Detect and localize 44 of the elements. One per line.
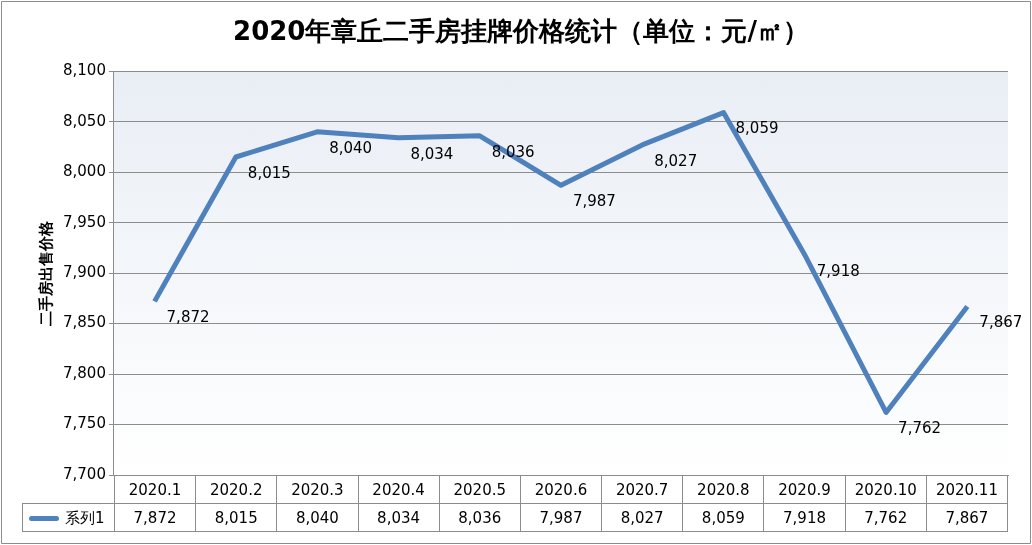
y-tick-label: 8,100 xyxy=(62,61,106,80)
x-tick-label: 2020.8 xyxy=(682,475,764,504)
y-tick-label: 8,050 xyxy=(62,111,106,130)
text: 8,015 xyxy=(247,163,291,182)
x-tick-label: 2020.6 xyxy=(520,475,602,504)
text: 7,872 xyxy=(166,308,210,327)
x-tick-label: 2020.4 xyxy=(358,475,440,504)
y-axis-title: 二手房出售价格 xyxy=(36,219,55,326)
y-tick-label: 8,000 xyxy=(62,162,106,181)
x-tick-label: 2020.1 xyxy=(114,475,196,504)
y-tick-label: 7,900 xyxy=(62,262,106,281)
x-tick-label: 2020.10 xyxy=(845,475,927,504)
x-tick-label: 2020.3 xyxy=(276,475,358,504)
y-tick-label: 7,800 xyxy=(62,363,106,382)
data-label: 7,867 xyxy=(926,503,1008,532)
y-tick-label: 7,850 xyxy=(62,313,106,332)
y-tick-label: 7,700 xyxy=(62,464,106,483)
data-label: 8,036 xyxy=(439,503,521,532)
x-tick-label: 2020.9 xyxy=(763,475,846,504)
x-tick-label: 2020.7 xyxy=(601,475,683,504)
x-tick-label: 2020.11 xyxy=(926,475,1008,504)
data-label: 8,015 xyxy=(195,503,277,532)
y-tick-label: 7,750 xyxy=(62,414,106,433)
x-tick-label: 2020.2 xyxy=(195,475,277,504)
text: 8,027 xyxy=(654,151,698,170)
x-tick-label: 2020.5 xyxy=(439,475,521,504)
text: 7,867 xyxy=(979,313,1023,332)
data-label: 8,027 xyxy=(601,503,683,532)
text: 8,040 xyxy=(329,138,373,157)
y-tick-label: 7,950 xyxy=(62,212,106,231)
data-label: 8,040 xyxy=(276,503,358,532)
text: 7,987 xyxy=(572,192,616,211)
data-label: 8,034 xyxy=(358,503,440,532)
text: 7,918 xyxy=(816,261,860,280)
data-label: 7,762 xyxy=(845,503,927,532)
chart-title: 2020年章丘二手房挂牌价格统计（单位：元/㎡） xyxy=(233,16,809,47)
text: 8,034 xyxy=(410,144,454,163)
data-label: 8,059 xyxy=(682,503,764,532)
data-label: 7,918 xyxy=(763,503,846,532)
legend-label: 系列1 xyxy=(65,509,105,528)
data-label: 7,987 xyxy=(520,503,602,532)
data-label: 7,872 xyxy=(114,503,196,532)
text: 7,762 xyxy=(898,419,942,438)
text: 8,059 xyxy=(735,119,779,138)
